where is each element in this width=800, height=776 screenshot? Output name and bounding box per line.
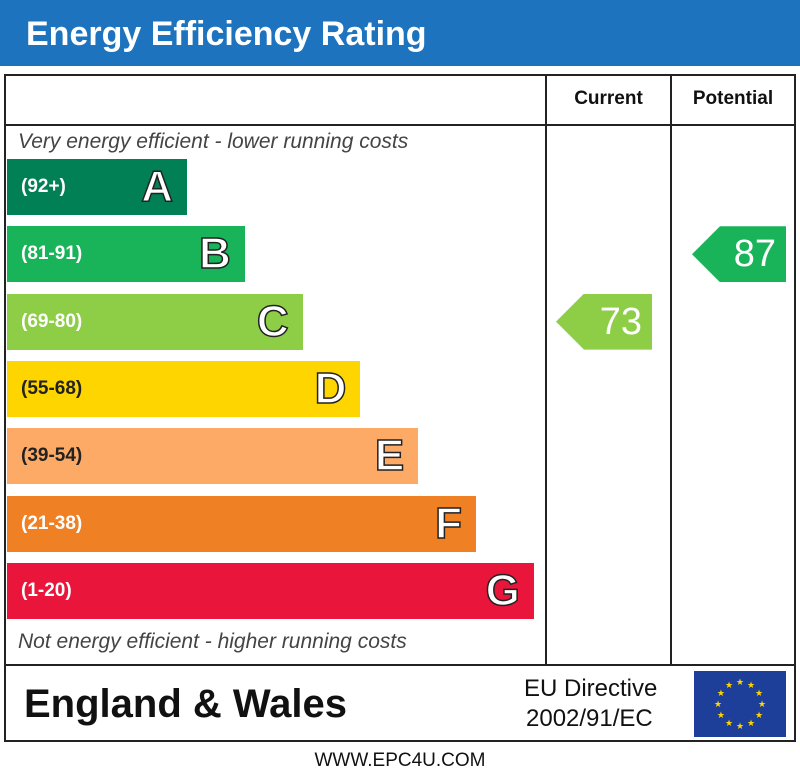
header-row-divider bbox=[4, 124, 796, 126]
eu-star-icon: ★ bbox=[725, 680, 733, 690]
eu-star-icon: ★ bbox=[736, 677, 744, 687]
eu-star-icon: ★ bbox=[725, 718, 733, 728]
column-divider-left bbox=[545, 74, 547, 666]
band-range: (69-80) bbox=[21, 310, 83, 332]
band-letter: E bbox=[374, 430, 405, 481]
band-f: (21-38) F bbox=[7, 495, 476, 552]
band-b: (81-91) B bbox=[7, 226, 245, 283]
eu-star-icon: ★ bbox=[755, 688, 763, 698]
header-bar: Energy Efficiency Rating bbox=[0, 0, 800, 66]
column-header-potential: Potential bbox=[692, 88, 774, 109]
band-a: (92+) A bbox=[7, 159, 187, 215]
column-header-current: Current bbox=[574, 88, 643, 109]
band-letter: A bbox=[140, 161, 173, 212]
eu-star-icon: ★ bbox=[755, 710, 763, 720]
eu-directive-label: EU Directive bbox=[524, 675, 658, 702]
eu-directive-number: 2002/91/EC bbox=[526, 705, 653, 732]
band-letter: G bbox=[485, 565, 521, 616]
band-range: (81-91) bbox=[21, 243, 83, 265]
current-rating-value: 73 bbox=[599, 300, 642, 343]
band-letter: F bbox=[434, 498, 462, 549]
band-range: (21-38) bbox=[21, 512, 83, 534]
band-range: (1-20) bbox=[21, 579, 72, 601]
band-e: (39-54) E bbox=[7, 428, 419, 485]
current-rating-arrow: 73 bbox=[556, 293, 652, 350]
band-range: (92+) bbox=[21, 176, 66, 197]
eu-star-icon: ★ bbox=[736, 721, 744, 731]
region-label: England & Wales bbox=[24, 682, 348, 726]
eu-star-icon: ★ bbox=[747, 680, 755, 690]
page-title: Energy Efficiency Rating bbox=[26, 15, 427, 53]
eu-star-icon: ★ bbox=[717, 688, 725, 698]
band-range: (39-54) bbox=[21, 445, 83, 467]
band-g: (1-20) G bbox=[7, 562, 534, 619]
rating-table bbox=[4, 74, 796, 742]
eu-flag-icon: ★ ★ ★ ★ ★ ★ ★ ★ ★ ★ ★ ★ bbox=[694, 671, 786, 737]
eu-star-icon: ★ bbox=[714, 699, 722, 709]
band-letter: B bbox=[198, 229, 231, 280]
band-d: (55-68) D bbox=[7, 360, 361, 417]
eu-star-icon: ★ bbox=[717, 710, 725, 720]
eu-star-icon: ★ bbox=[747, 718, 755, 728]
eu-star-icon: ★ bbox=[758, 699, 766, 709]
band-letter: D bbox=[314, 363, 347, 414]
band-range: (55-68) bbox=[21, 377, 83, 399]
footer-row-divider bbox=[4, 664, 796, 666]
band-c: (69-80) C bbox=[7, 293, 303, 350]
note-top: Very energy efficient - lower running co… bbox=[18, 130, 409, 153]
footer-url: WWW.EPC4U.COM bbox=[314, 750, 486, 771]
column-divider-right bbox=[670, 74, 672, 666]
note-bottom: Not energy efficient - higher running co… bbox=[18, 630, 407, 653]
potential-rating-value: 87 bbox=[733, 233, 776, 276]
band-letter: C bbox=[256, 296, 289, 347]
